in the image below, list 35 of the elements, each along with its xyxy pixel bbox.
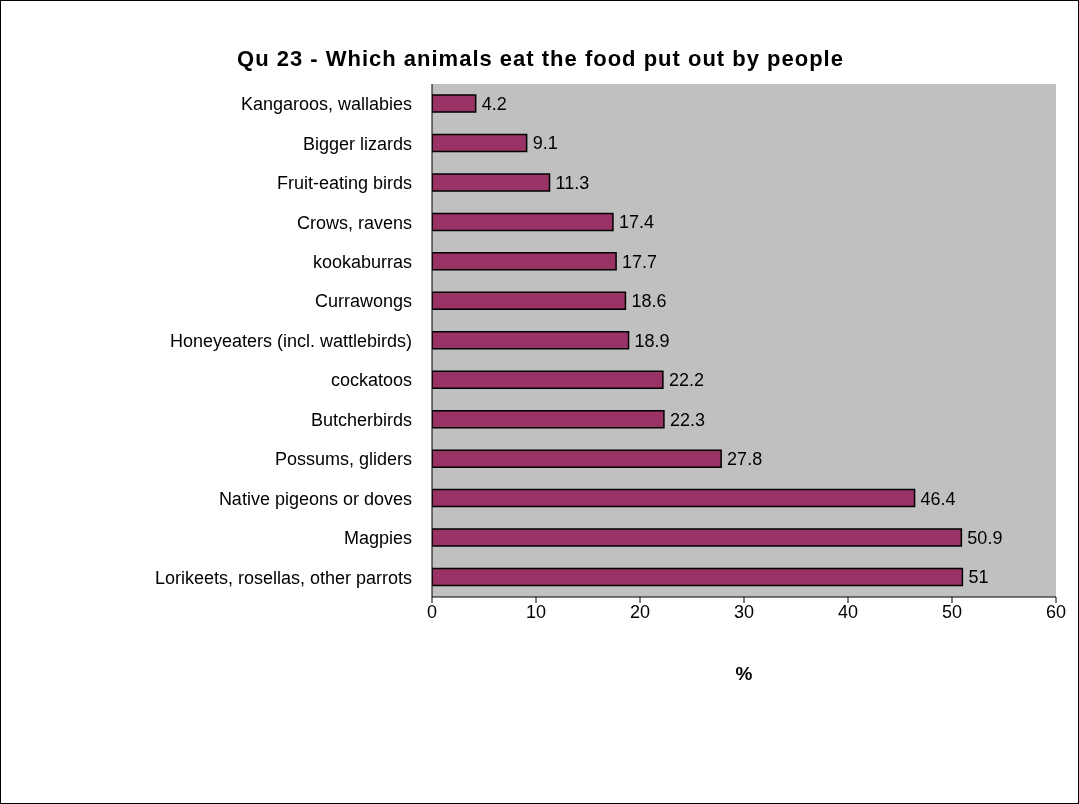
data-label: 18.6 — [631, 291, 667, 312]
data-label: 46.4 — [920, 488, 956, 509]
y-tick-label: cockatoos — [330, 370, 412, 391]
y-tick-label: Butcherbirds — [310, 409, 412, 430]
data-label: 18.9 — [634, 330, 670, 351]
data-label: 22.3 — [669, 409, 705, 430]
chart-title: Qu 23 - Which animals eat the food put out by people — [236, 46, 845, 72]
data-label: 4.2 — [481, 93, 507, 114]
y-tick-label: kookaburras — [312, 251, 412, 272]
x-axis-title: % — [735, 663, 753, 685]
data-label: 9.1 — [532, 133, 558, 154]
data-label: 11.3 — [555, 172, 590, 193]
y-tick-label: Possums, gliders — [274, 449, 412, 470]
data-label: 27.8 — [727, 449, 763, 470]
data-label: 17.4 — [618, 212, 655, 233]
y-tick-label: Honeyeaters (incl. wattlebirds) — [169, 330, 412, 351]
y-tick-label: Kangaroos, wallabies — [240, 94, 412, 115]
data-label: 17.7 — [622, 251, 658, 272]
y-tick-label: Bigger lizards — [302, 133, 412, 154]
x-tick-label: 20 — [629, 601, 651, 622]
x-tick-label: 60 — [1045, 601, 1067, 622]
y-tick-label: Lorikeets, rosellas, other parrots — [154, 567, 412, 588]
y-tick-label: Crows, ravens — [296, 212, 412, 233]
y-tick-label: Fruit-eating birds — [276, 173, 412, 194]
y-tick-label: Native pigeons or doves — [218, 488, 412, 509]
x-tick-label: 50 — [941, 601, 963, 622]
y-tick-label: Currawongs — [314, 291, 412, 312]
y-tick-label: Magpies — [343, 528, 412, 549]
x-tick-label: 10 — [525, 601, 547, 622]
data-label: 50.9 — [967, 527, 1003, 548]
data-label: 51 — [968, 567, 989, 588]
x-tick-label: 40 — [837, 601, 859, 622]
x-tick-label: 0 — [426, 601, 438, 622]
x-tick-label: 30 — [733, 601, 755, 622]
data-label: 22.2 — [668, 370, 704, 391]
